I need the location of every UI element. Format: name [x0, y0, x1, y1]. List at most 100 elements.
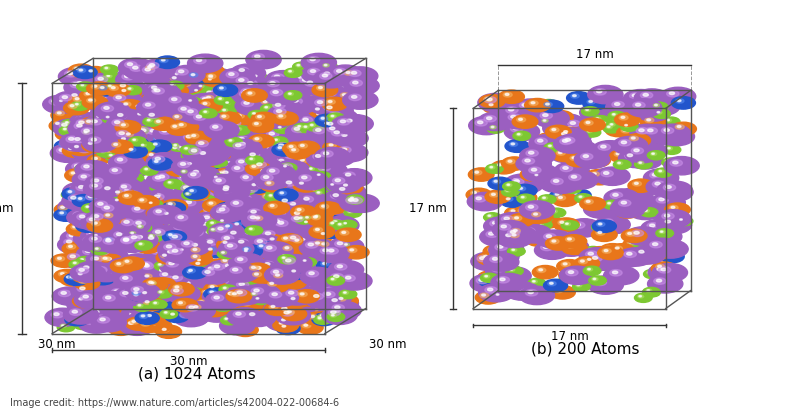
Circle shape	[159, 264, 161, 265]
Circle shape	[233, 143, 238, 146]
Circle shape	[136, 288, 162, 301]
Circle shape	[224, 224, 233, 229]
Circle shape	[124, 241, 131, 244]
Circle shape	[564, 184, 581, 193]
Circle shape	[152, 229, 165, 236]
Circle shape	[254, 83, 257, 85]
Circle shape	[576, 284, 581, 287]
Circle shape	[239, 327, 243, 329]
Circle shape	[277, 316, 283, 319]
Circle shape	[141, 315, 145, 317]
Circle shape	[219, 279, 224, 282]
Circle shape	[116, 197, 128, 203]
Circle shape	[533, 266, 558, 279]
Circle shape	[138, 196, 147, 201]
Circle shape	[129, 149, 132, 151]
Circle shape	[308, 68, 311, 70]
Circle shape	[251, 112, 277, 126]
Circle shape	[91, 97, 95, 100]
Circle shape	[317, 288, 352, 306]
Circle shape	[221, 100, 239, 109]
Circle shape	[168, 250, 173, 253]
Circle shape	[253, 113, 255, 114]
Circle shape	[107, 75, 110, 76]
Circle shape	[104, 176, 140, 194]
Circle shape	[293, 158, 305, 164]
Circle shape	[126, 320, 138, 327]
Circle shape	[121, 190, 156, 208]
Circle shape	[337, 272, 372, 290]
Circle shape	[100, 65, 118, 74]
Circle shape	[281, 86, 294, 93]
Circle shape	[314, 211, 318, 213]
Circle shape	[556, 176, 573, 185]
Circle shape	[115, 234, 150, 252]
Circle shape	[620, 100, 655, 118]
Circle shape	[92, 142, 98, 146]
Circle shape	[309, 123, 315, 127]
Circle shape	[290, 202, 295, 205]
Circle shape	[263, 100, 267, 103]
Circle shape	[111, 128, 115, 129]
Circle shape	[115, 216, 150, 234]
Circle shape	[60, 143, 64, 145]
Circle shape	[268, 262, 303, 281]
Circle shape	[69, 202, 75, 205]
Circle shape	[228, 244, 233, 247]
Circle shape	[209, 78, 211, 80]
Circle shape	[87, 82, 112, 95]
Circle shape	[313, 266, 325, 273]
Circle shape	[208, 73, 213, 75]
Circle shape	[148, 69, 152, 72]
Circle shape	[277, 208, 313, 226]
Circle shape	[159, 246, 194, 264]
Circle shape	[249, 266, 258, 270]
Circle shape	[333, 294, 358, 307]
Circle shape	[250, 257, 286, 275]
Circle shape	[307, 292, 313, 294]
Circle shape	[89, 218, 95, 221]
Circle shape	[484, 116, 496, 122]
Circle shape	[535, 214, 553, 223]
Circle shape	[194, 181, 202, 185]
Circle shape	[149, 75, 154, 78]
Circle shape	[185, 192, 191, 196]
Circle shape	[302, 153, 306, 155]
Circle shape	[282, 150, 317, 168]
Circle shape	[78, 217, 103, 231]
Circle shape	[488, 177, 512, 190]
Circle shape	[80, 173, 93, 180]
Circle shape	[72, 194, 96, 207]
Circle shape	[154, 301, 180, 315]
Circle shape	[97, 235, 132, 253]
Circle shape	[279, 223, 288, 227]
Circle shape	[565, 266, 590, 280]
Circle shape	[149, 285, 155, 288]
Circle shape	[266, 278, 272, 281]
Circle shape	[585, 258, 594, 262]
Circle shape	[583, 266, 601, 275]
Circle shape	[229, 238, 238, 242]
Circle shape	[204, 211, 213, 215]
Circle shape	[298, 125, 301, 126]
Circle shape	[75, 222, 78, 223]
Circle shape	[115, 68, 151, 86]
Circle shape	[654, 266, 666, 273]
Circle shape	[161, 59, 165, 61]
Circle shape	[247, 95, 250, 96]
Circle shape	[172, 249, 178, 252]
Circle shape	[322, 205, 326, 207]
Circle shape	[309, 71, 314, 74]
Circle shape	[165, 213, 183, 222]
Circle shape	[83, 295, 88, 298]
Circle shape	[140, 197, 144, 199]
Circle shape	[119, 290, 136, 299]
Circle shape	[561, 221, 579, 230]
Circle shape	[279, 322, 283, 324]
Circle shape	[79, 198, 82, 199]
Circle shape	[214, 296, 219, 299]
Circle shape	[510, 233, 519, 238]
Circle shape	[67, 72, 72, 75]
Circle shape	[124, 238, 129, 241]
Circle shape	[140, 143, 146, 147]
